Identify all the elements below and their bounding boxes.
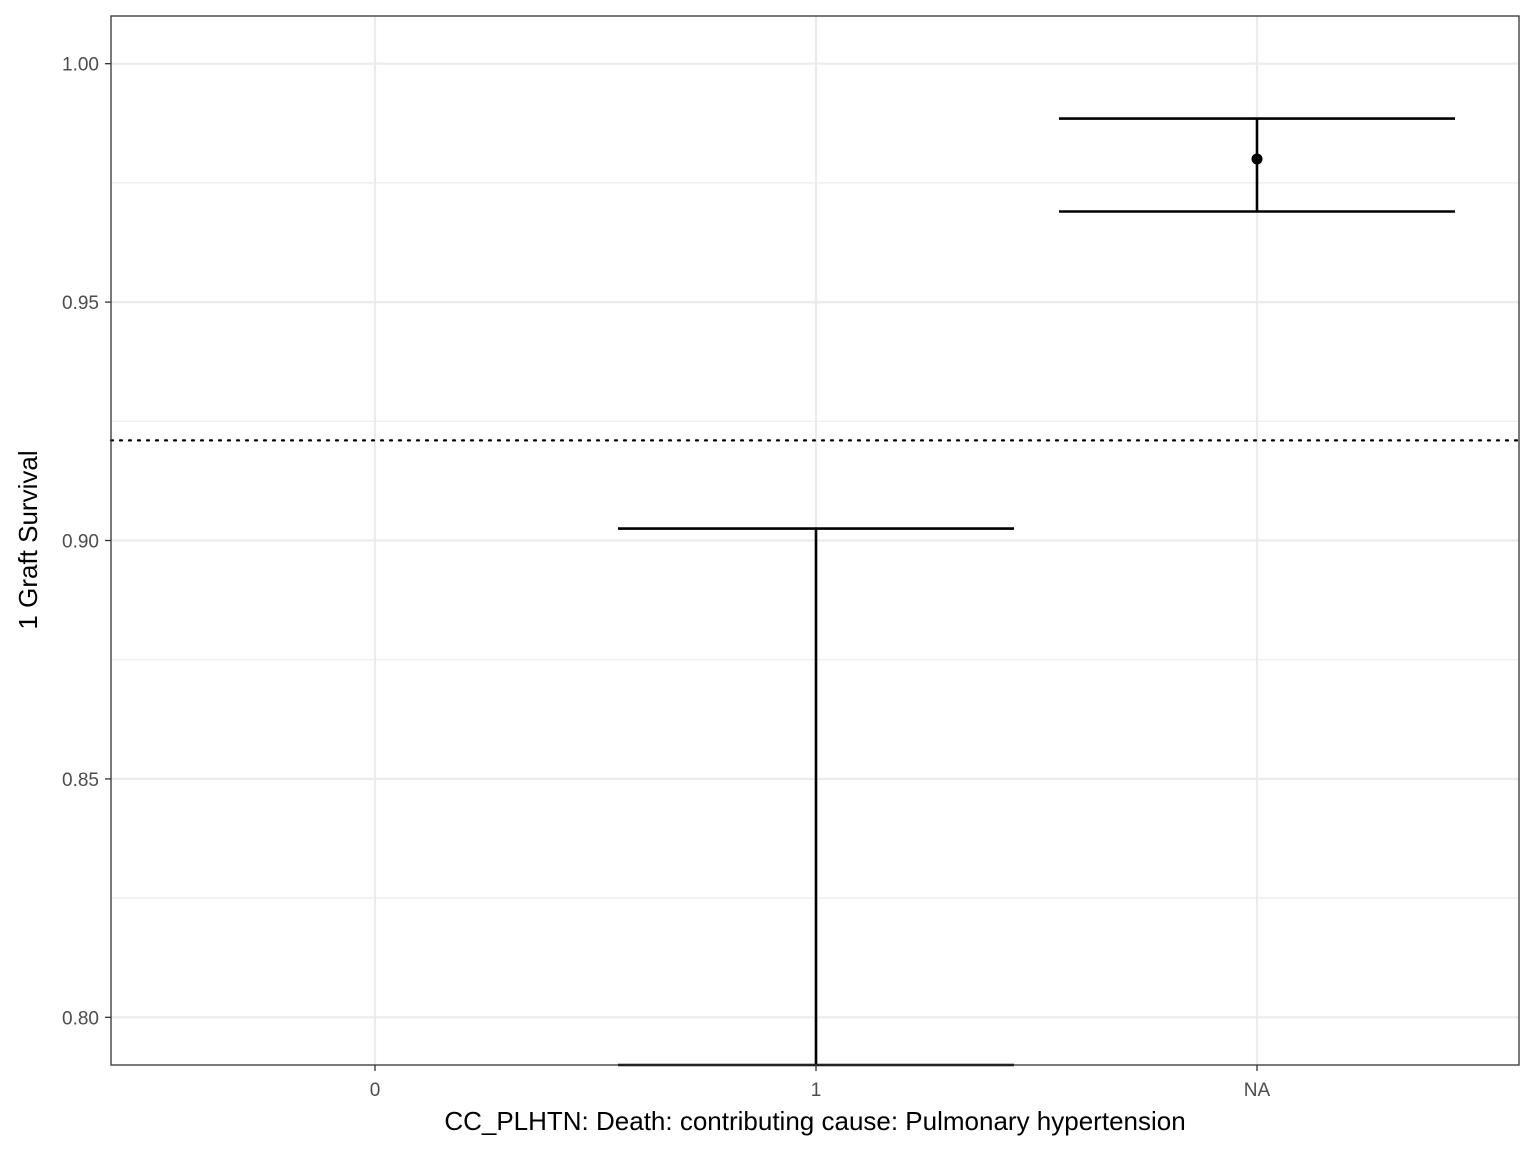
x-axis-title: CC_PLHTN: Death: contributing cause: Pul… xyxy=(444,1106,1185,1136)
y-tick-label: 0.95 xyxy=(62,293,99,314)
y-axis-ticks: 0.80 0.85 0.90 0.95 1.00 xyxy=(62,55,111,1029)
y-tick-label: 1.00 xyxy=(62,55,99,76)
x-tick-label: 0 xyxy=(370,1080,381,1101)
estimate-point xyxy=(1251,153,1263,165)
y-axis-title: 1 Graft Survival xyxy=(13,450,43,629)
x-tick-label: 1 xyxy=(811,1080,822,1101)
x-axis-ticks: 0 1 NA xyxy=(370,1065,1271,1101)
x-tick-label: NA xyxy=(1244,1080,1271,1101)
y-tick-label: 0.90 xyxy=(62,532,99,553)
y-tick-label: 0.85 xyxy=(62,770,99,791)
y-tick-label: 0.80 xyxy=(62,1008,99,1029)
